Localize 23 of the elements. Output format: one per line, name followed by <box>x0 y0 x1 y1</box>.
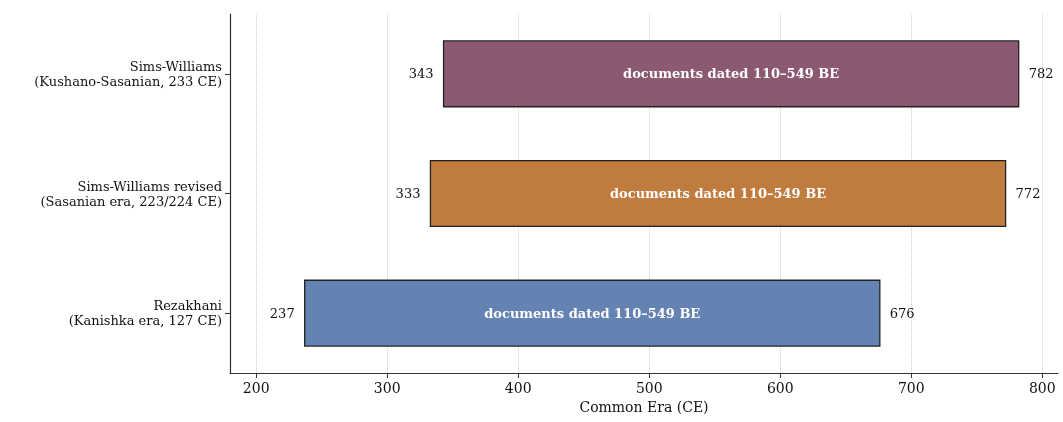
x-tick-label: 800 <box>1028 380 1056 396</box>
bar <box>442 40 1020 108</box>
y-tick-label: Rezakhani (Kanishka era, 127 CE) <box>68 298 222 329</box>
x-tick-label: 500 <box>635 380 663 396</box>
x-tick-label: 400 <box>504 380 532 396</box>
data-label: 676 <box>889 305 915 321</box>
data-label: 772 <box>1015 186 1041 201</box>
annotation: documents dated 110–549 BE <box>609 186 827 201</box>
annotation: 333 <box>395 186 421 201</box>
x-tick-label: 200 <box>242 380 270 396</box>
bar <box>304 279 881 347</box>
annotation: documents dated 110–549 BE <box>484 305 701 321</box>
data-label: 782 <box>1028 66 1054 82</box>
x-axis-title: Common Era (CE) <box>579 398 709 415</box>
x-tick-label: 300 <box>373 380 401 396</box>
annotation: 237 <box>269 305 295 321</box>
bar <box>429 159 1007 228</box>
annotation: 343 <box>408 66 434 82</box>
y-tick-label: Sims-Williams (Kushano-Sasanian, 233 CE) <box>34 58 222 89</box>
y-tick-label: Sims-Williams revised (Sasanian era, 223/224 CE) <box>40 178 222 209</box>
annotation: documents dated 110–549 BE <box>623 66 840 82</box>
x-tick-label: 600 <box>766 380 794 396</box>
x-tick-label: 700 <box>897 380 925 396</box>
